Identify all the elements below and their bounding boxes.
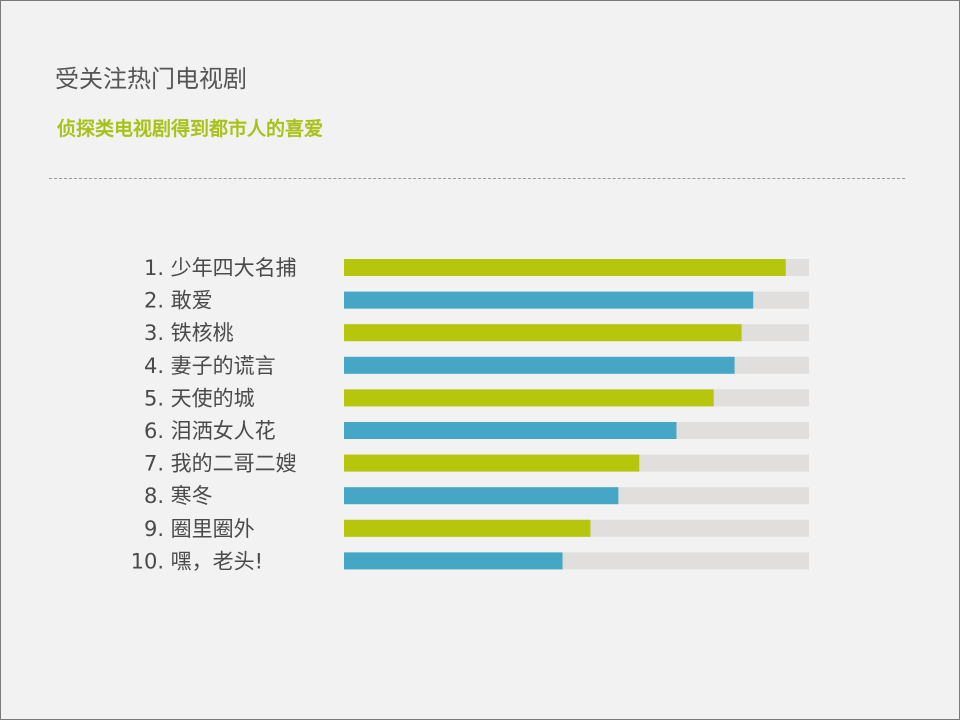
show-name: 敢爱: [164, 289, 213, 313]
show-name: 嘿，老头!: [164, 549, 263, 573]
rank-number: 4.: [144, 354, 164, 378]
show-name: 圈里圈外: [164, 517, 255, 541]
show-name: 泪洒女人花: [164, 419, 276, 443]
show-name: 妻子的谎言: [164, 354, 276, 378]
rank-number: 5.: [144, 386, 164, 410]
bar-8: [344, 487, 619, 505]
show-name: 我的二哥二嫂: [164, 452, 297, 476]
page-subtitle: 侦探类电视剧得到都市人的喜爱: [57, 118, 324, 140]
category-label-3: 3. 铁核桃: [144, 321, 234, 345]
rank-number: 8.: [144, 484, 164, 508]
category-label-4: 4. 妻子的谎言: [144, 354, 276, 378]
bar-2: [344, 291, 754, 309]
rank-number: 1.: [144, 256, 164, 280]
show-name: 少年四大名捕: [164, 256, 297, 280]
category-label-5: 5. 天使的城: [144, 386, 255, 410]
category-label-1: 1. 少年四大名捕: [144, 256, 297, 280]
show-name: 铁核桃: [164, 321, 234, 345]
rank-number: 9.: [144, 517, 164, 541]
category-label-9: 9. 圈里圈外: [144, 517, 255, 541]
bar-3: [344, 324, 742, 342]
rank-number: 2.: [144, 289, 164, 313]
category-label-6: 6. 泪洒女人花: [144, 419, 276, 443]
bar-5: [344, 389, 714, 407]
category-label-2: 2. 敢爱: [144, 289, 213, 313]
category-label-7: 7. 我的二哥二嫂: [144, 452, 297, 476]
bar-9: [344, 519, 591, 537]
rank-number: 7.: [144, 452, 164, 476]
rank-number: 10.: [131, 549, 164, 573]
dashed-divider: [49, 178, 905, 179]
bar-10: [344, 552, 563, 570]
rank-number: 6.: [144, 419, 164, 443]
bar-7: [344, 454, 640, 472]
bar-4: [344, 356, 735, 374]
show-name: 天使的城: [164, 386, 255, 410]
category-label-8: 8. 寒冬: [144, 484, 213, 508]
bar-1: [344, 259, 786, 276]
rank-number: 3.: [144, 321, 164, 345]
bar-6: [344, 422, 677, 439]
show-name: 寒冬: [164, 484, 213, 508]
category-label-10: 10. 嘿，老头!: [131, 549, 264, 573]
page-title: 受关注热门电视剧: [55, 65, 247, 93]
